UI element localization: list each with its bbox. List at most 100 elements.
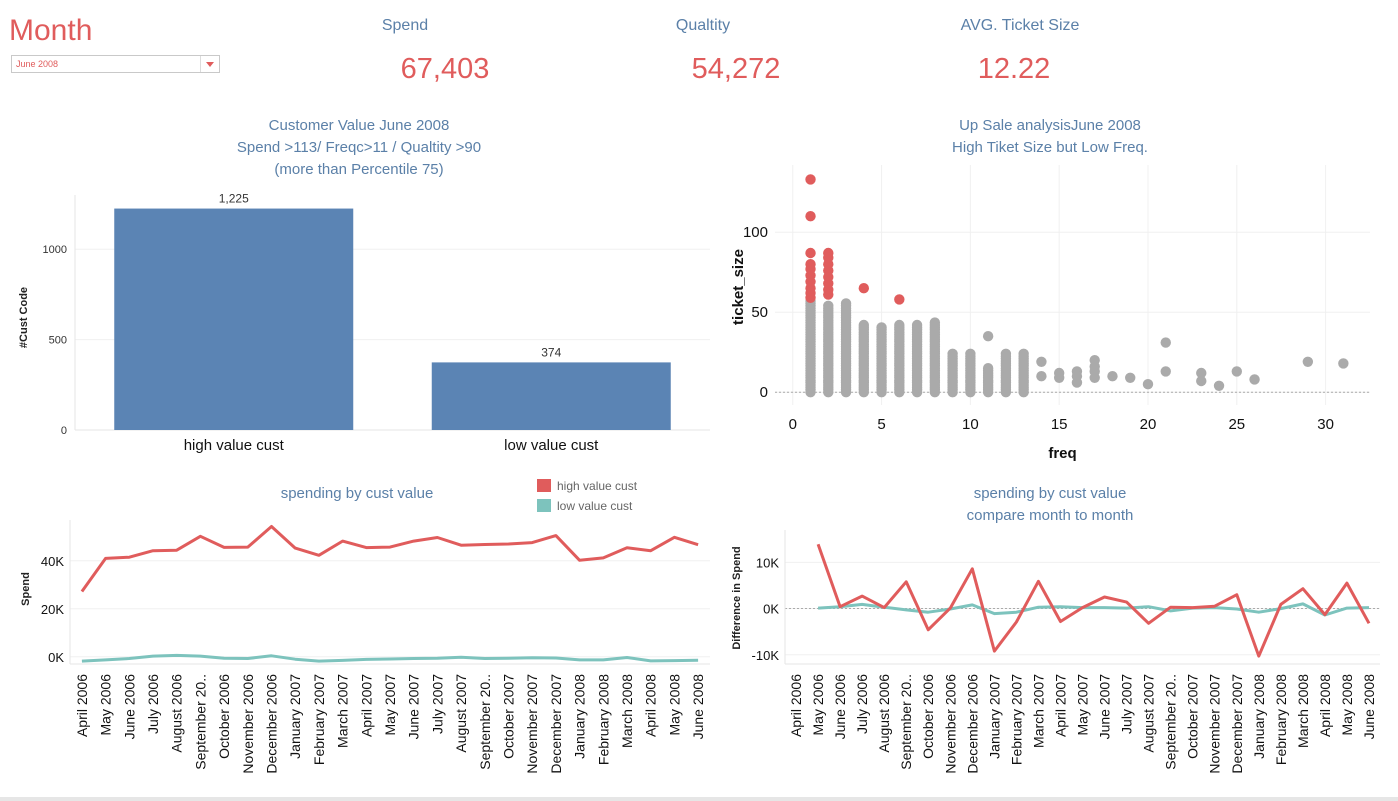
scatter-point [947, 348, 958, 359]
bar-y-tick-label: 500 [49, 335, 67, 347]
mom-chart-title: spending by cust value compare month to … [900, 483, 1200, 527]
scatter-y-tick-label: 0 [760, 384, 768, 401]
legend-label-low: low value cust [557, 499, 633, 513]
bottom-divider [0, 797, 1398, 801]
mom-x-tick-label: February 2007 [1008, 674, 1024, 765]
mom-x-tick-label: March 2008 [1295, 674, 1311, 748]
scatter-point [1231, 366, 1242, 377]
spending-x-tick-label: October 2007 [501, 674, 517, 759]
mom-y-tick-label: 0K [763, 602, 779, 617]
scatter-point [1107, 371, 1118, 382]
bar-low-value [431, 362, 671, 430]
spending-x-tick-label: April 2006 [74, 674, 90, 737]
scatter-x-tick-label: 10 [962, 416, 979, 433]
spending-x-tick-label: February 2008 [595, 674, 611, 765]
spending-x-tick-label: August 2006 [169, 674, 185, 753]
spending-line-chart[interactable]: 0K 20K 40K April 2006 May 2006 June 2006 July … [20, 520, 710, 774]
spending-x-tick-label: November 2006 [240, 674, 256, 774]
mom-x-tick-label: July 2007 [1119, 674, 1135, 734]
spending-x-tick-label: February 2007 [311, 674, 327, 765]
scatter-point [929, 317, 941, 328]
spending-x-tick-label: November 2007 [524, 674, 540, 774]
legend-swatch-high [537, 479, 551, 492]
spending-x-tick-label: January 2007 [287, 674, 303, 759]
scatter-point [1302, 356, 1314, 367]
customer-value-title-line-2: Spend >113/ Freqc>11 / Qualtity >90 [236, 139, 482, 156]
scatter-point [1053, 372, 1065, 383]
kpi-ticket-size-label: AVG. Ticket Size [960, 17, 1080, 34]
scatter-point [876, 322, 887, 333]
mom-x-tick-label: March 2007 [1030, 674, 1046, 748]
mom-x-tick-label: August 2006 [876, 674, 892, 753]
dropdown-toggle[interactable] [200, 56, 219, 72]
scatter-point [982, 331, 994, 342]
scatter-point-highlight [805, 211, 816, 222]
scatter-x-tick-label: 25 [1228, 416, 1245, 433]
bar-data-label: 374 [541, 345, 561, 359]
bar-y-axis-label: #Cust Code [18, 287, 30, 348]
spending-y-tick-label: 20K [41, 602, 64, 617]
bar-y-tick-label: 1000 [43, 244, 67, 256]
mom-title-line-1: spending by cust value [973, 485, 1127, 502]
scatter-x-axis-label: freq [1048, 445, 1076, 462]
scatter-point-highlight [894, 294, 905, 305]
mom-x-tick-label: June 2006 [832, 674, 848, 740]
scatter-point [911, 319, 923, 331]
scatter-point [1036, 371, 1047, 382]
customer-value-bar-chart[interactable]: 0 500 1000 #Cust Code 1,225 high value cust 37… [18, 192, 710, 454]
scatter-y-tick-label: 50 [751, 304, 768, 321]
customer-value-title-line-3: (more than Percentile 75) [274, 161, 444, 178]
customer-value-title-line-1: Customer Value June 2008 [268, 117, 450, 134]
mom-x-tick-label: April 2008 [1317, 674, 1333, 737]
scatter-point [1160, 337, 1171, 348]
mom-x-tick-label: September 20.. [1163, 674, 1179, 770]
scatter-point [1089, 372, 1100, 383]
mom-title-line-2: compare month to month [966, 507, 1134, 524]
scatter-point [965, 348, 976, 359]
mom-x-tick-label: April 2006 [788, 674, 804, 737]
scatter-point [1071, 377, 1083, 388]
scatter-point-highlight [805, 247, 816, 259]
scatter-point [1125, 372, 1136, 383]
month-dropdown[interactable]: June 2008 [11, 55, 220, 73]
legend-label-high: high value cust [557, 479, 638, 493]
mom-series-high [816, 543, 1371, 658]
bar-category-label: high value cust [184, 437, 285, 454]
scatter-x-tick-label: 20 [1140, 416, 1157, 433]
spending-x-tick-label: June 2006 [121, 674, 137, 740]
scatter-point [823, 300, 834, 311]
spending-x-tick-label: September 20.. [477, 674, 493, 770]
spending-legend[interactable]: high value cust low value cust [537, 478, 717, 518]
mom-x-tick-label: October 2007 [1185, 674, 1201, 759]
bar-y-tick-label: 0 [61, 425, 67, 437]
spending-y-axis-label: Spend [20, 572, 32, 606]
spending-series-low [81, 653, 699, 663]
scatter-point-highlight [805, 292, 816, 303]
spending-x-tick-label: April 2008 [643, 674, 659, 737]
spending-x-tick-label: May 2007 [382, 674, 398, 736]
scatter-point-highlight [805, 174, 816, 185]
bar-data-label: 1,225 [219, 192, 249, 206]
mom-x-tick-label: January 2007 [986, 674, 1002, 759]
kpi-ticket-size-value: 12.22 [977, 53, 1051, 85]
kpi-quantity-label: Qualtity [675, 17, 731, 34]
bar-high-value [114, 208, 354, 430]
spending-x-tick-label: January 2008 [572, 674, 588, 759]
mom-y-tick-label: -10K [752, 648, 780, 663]
spending-series-high [80, 525, 699, 593]
bar-category-label: low value cust [504, 437, 599, 454]
scatter-point-highlight [823, 289, 834, 300]
spending-x-tick-label: September 20.. [192, 674, 208, 770]
spending-x-tick-label: December 2007 [548, 674, 564, 774]
mom-x-tick-label: January 2008 [1251, 674, 1267, 759]
mom-line-chart[interactable]: -10K 0K 10K April 2006 May 2006 June 2006 July… [731, 530, 1380, 774]
mom-y-axis-label: Difference in Spend [731, 546, 743, 649]
scatter-point [1142, 379, 1154, 390]
spending-x-tick-label: March 2007 [335, 674, 351, 748]
mom-x-tick-label: December 2006 [964, 674, 980, 774]
upsale-scatter-chart[interactable]: 0 5 10 15 20 25 30 0 50 100 freq ticket_size [730, 165, 1370, 462]
spending-x-tick-label: October 2006 [216, 674, 232, 759]
scatter-point [1036, 356, 1047, 367]
spending-x-tick-label: July 2007 [429, 674, 445, 734]
